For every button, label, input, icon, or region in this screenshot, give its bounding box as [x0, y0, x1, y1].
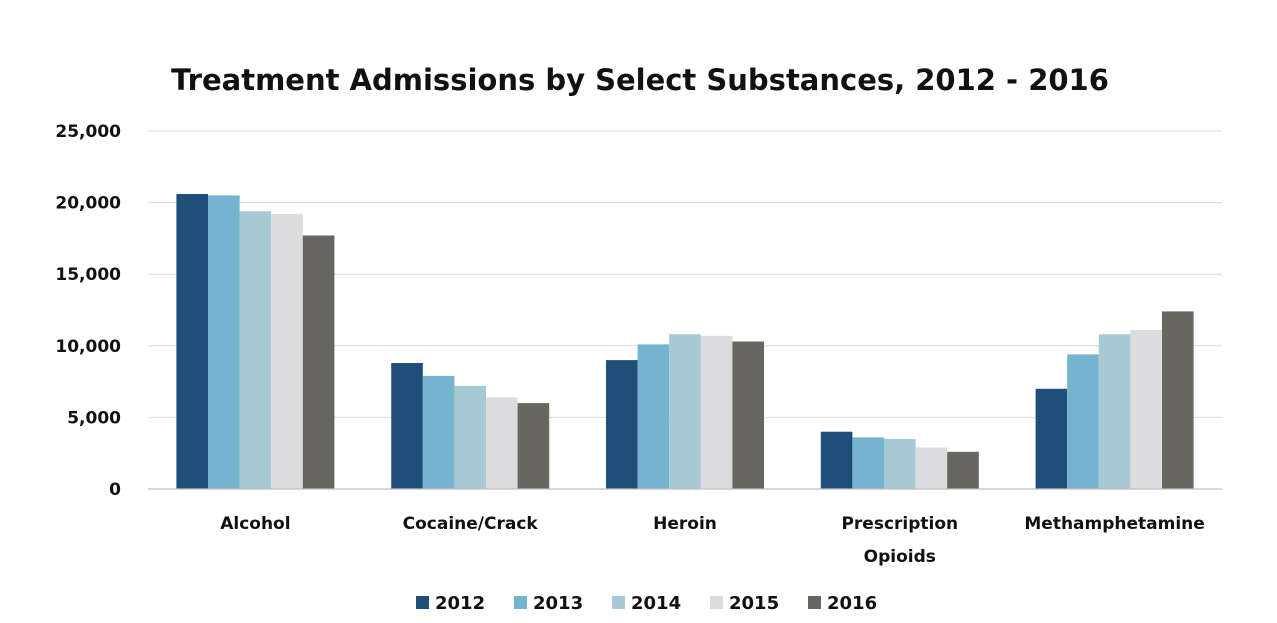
legend-label-2012: 2012 — [435, 593, 485, 614]
bar-2012 — [391, 363, 423, 489]
bar-2016 — [517, 403, 550, 489]
bar-2013 — [208, 195, 240, 489]
x-tick-label: Prescription — [841, 514, 958, 534]
legend-swatch-2015 — [710, 596, 723, 609]
bar-2013 — [637, 344, 670, 489]
legend: 2012 2013 2014 2015 2016 — [416, 593, 877, 614]
x-tick-label: Heroin — [653, 514, 717, 534]
y-axis-ticks: 0 5,000 10,000 15,000 20,000 25,000 — [55, 122, 121, 500]
x-tick-label: Opioids — [864, 547, 936, 567]
y-tick-label: 25,000 — [55, 122, 121, 142]
bar-2016 — [302, 235, 335, 489]
bar-2014 — [1098, 334, 1131, 489]
bar-2012 — [606, 360, 638, 489]
bar-2014 — [884, 438, 916, 489]
bar-2012 — [820, 431, 853, 489]
x-axis-labels: Alcohol Cocaine/Crack Heroin Prescription Op… — [220, 514, 1205, 567]
bar-2016 — [1162, 311, 1194, 489]
bar-2015 — [700, 335, 733, 489]
x-tick-label: Methamphetamine — [1024, 514, 1204, 534]
chart-title: Treatment Admissions by Select Substance… — [171, 63, 1109, 97]
y-tick-label: 20,000 — [55, 194, 121, 214]
legend-label-2015: 2015 — [729, 593, 779, 614]
legend-swatch-2016 — [808, 596, 821, 609]
legend-label-2014: 2014 — [631, 593, 681, 614]
x-tick-label: Alcohol — [220, 514, 290, 534]
bar-2014 — [454, 385, 486, 489]
bar-2014 — [669, 334, 701, 489]
bar-2015 — [915, 447, 948, 489]
y-tick-label: 5,000 — [67, 408, 121, 428]
legend-label-2016: 2016 — [827, 593, 877, 614]
legend-swatch-2014 — [612, 596, 625, 609]
bar-2012 — [176, 194, 208, 489]
bar-2015 — [271, 214, 303, 489]
legend-swatch-2012 — [416, 596, 429, 609]
x-tick-label: Cocaine/Crack — [403, 514, 539, 534]
y-tick-label: 0 — [109, 480, 121, 500]
bar-2013 — [852, 437, 884, 489]
bars — [176, 194, 1194, 489]
bar-2012 — [1035, 388, 1068, 489]
legend-label-2013: 2013 — [533, 593, 583, 614]
bar-2013 — [1067, 354, 1099, 489]
y-tick-label: 10,000 — [55, 337, 121, 357]
y-tick-label: 15,000 — [55, 265, 121, 285]
bar-2016 — [947, 451, 979, 489]
bar-2015 — [486, 397, 518, 489]
bar-2016 — [732, 341, 764, 489]
legend-swatch-2013 — [514, 596, 527, 609]
bar-2015 — [1130, 330, 1162, 489]
bar-2014 — [239, 211, 272, 489]
bar-2013 — [422, 375, 455, 489]
